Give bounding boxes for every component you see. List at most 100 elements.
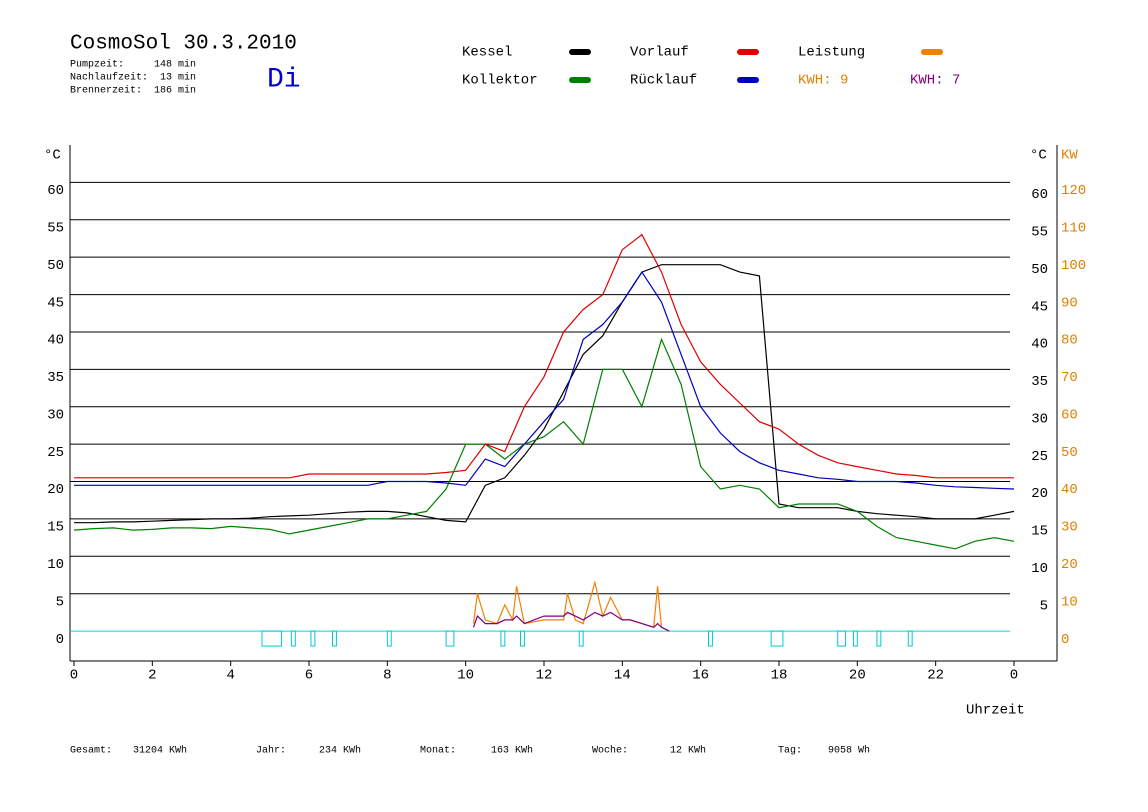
pump-interval (837, 630, 847, 647)
footer-label: Tag: (778, 746, 802, 757)
footer-label: Gesamt: (70, 746, 112, 757)
x-tick-label: 2 (148, 668, 156, 684)
footer-label: Woche: (592, 745, 628, 757)
pump-interval (500, 630, 506, 647)
y-right-tick-label: 15 (1031, 524, 1048, 540)
footer-label: Jahr: (256, 745, 286, 757)
y-right-tick-label: 5 (1040, 598, 1048, 614)
y-right-tick-label: 60 (1031, 187, 1048, 203)
y-tick-label: 5 (56, 594, 64, 610)
y-tick-label: 45 (47, 295, 64, 311)
y-right-tick-label: 20 (1031, 486, 1048, 502)
footer-value: 234 KWh (319, 745, 361, 757)
legend-label: Kollektor (462, 73, 538, 89)
y-right-tick-label: 40 (1031, 337, 1048, 353)
y-tick-label: 25 (47, 445, 64, 461)
y2-tick-label: 60 (1061, 407, 1078, 423)
pump-interval (520, 630, 525, 647)
info-text: Nachlaufzeit: 13 min (70, 72, 196, 84)
series-line (472, 611, 670, 632)
x-axis-label: Uhrzeit (966, 703, 1025, 719)
y2-tick-label: 120 (1061, 183, 1086, 199)
pump-interval (310, 630, 316, 647)
x-tick-label: 0 (70, 668, 78, 684)
pump-interval (261, 630, 283, 647)
y-tick-label: 15 (47, 520, 64, 536)
pump-interval (876, 630, 882, 647)
y2-tick-label: 50 (1061, 445, 1078, 461)
x-tick-label: 20 (849, 668, 866, 684)
y2-tick-label: 0 (1061, 632, 1069, 648)
pump-interval (770, 630, 784, 647)
weekday: Di (267, 64, 301, 95)
y-right-tick-label: 45 (1031, 299, 1048, 315)
x-tick-label: 18 (771, 668, 788, 684)
x-tick-label: 4 (226, 668, 234, 684)
x-tick-label: 22 (927, 668, 944, 684)
footer-value: 31204 KWh (133, 745, 187, 757)
x-tick-label: 10 (457, 668, 474, 684)
series-line (74, 264, 1015, 524)
pump-interval (445, 630, 455, 647)
x-tick-label: 14 (614, 668, 631, 684)
y-tick-label: 35 (47, 370, 64, 386)
pump-interval (332, 630, 337, 647)
pump-interval (852, 630, 858, 647)
info-text: Brennerzeit: 186 min (70, 85, 196, 97)
y2-tick-label: 10 (1061, 594, 1078, 610)
y-tick-label: 60 (47, 183, 64, 199)
y2-tick-label: 80 (1061, 333, 1078, 349)
x-tick-label: 8 (383, 668, 391, 684)
kwh-label: KWH: 7 (910, 73, 960, 89)
series-line (73, 337, 1015, 550)
y-right-tick-label: 10 (1031, 561, 1048, 577)
y2-tick-label: 90 (1061, 295, 1078, 311)
y-tick-label: 30 (47, 407, 64, 423)
series-line (74, 233, 1014, 479)
pump-interval (907, 630, 913, 647)
x-tick-label: 0 (1010, 668, 1018, 684)
y-tick-label: 40 (47, 333, 64, 349)
x-tick-label: 6 (305, 668, 313, 684)
y-tick-label: 20 (47, 482, 64, 498)
y2-tick-label: 100 (1061, 258, 1086, 274)
footer-value: 163 KWh (491, 745, 533, 757)
y-right-tick-label: 25 (1031, 449, 1048, 465)
y2-tick-label: 20 (1061, 557, 1078, 573)
y2-unit: KW (1061, 148, 1078, 164)
series-line (74, 271, 1015, 490)
footer-value: 9058 Wh (828, 745, 870, 757)
info-text: Pumpzeit: 148 min (70, 59, 196, 71)
pump-interval (290, 630, 296, 647)
pump-interval (578, 630, 584, 647)
series-line (472, 580, 670, 632)
y-unit: °C (44, 148, 61, 164)
legend-label: Kessel (462, 45, 512, 61)
footer-value: 12 KWh (670, 745, 706, 757)
y-unit-right: °C (1030, 148, 1047, 164)
pump-interval (708, 630, 713, 647)
y-right-tick-label: 35 (1031, 374, 1048, 390)
y-tick-label: 55 (47, 220, 64, 236)
kwh-label: KWH: 9 (798, 73, 848, 89)
pump-interval (386, 630, 392, 647)
y2-tick-label: 40 (1061, 482, 1078, 498)
y2-tick-label: 30 (1061, 520, 1078, 536)
y-tick-label: 10 (47, 557, 64, 573)
legend-label: Leistung (798, 45, 865, 61)
x-tick-label: 16 (692, 668, 709, 684)
y2-tick-label: 110 (1061, 220, 1086, 236)
y2-tick-label: 70 (1061, 370, 1078, 386)
y-tick-label: 0 (56, 632, 64, 648)
y-right-tick-label: 50 (1031, 262, 1048, 278)
x-tick-label: 12 (536, 668, 553, 684)
legend-label: Vorlauf (630, 45, 689, 61)
y-right-tick-label: 30 (1031, 411, 1048, 427)
legend-label: Rücklauf (630, 73, 697, 89)
y-tick-label: 50 (47, 258, 64, 274)
chart-title: CosmoSol 30.3.2010 (70, 33, 297, 56)
y-right-tick-label: 55 (1031, 224, 1048, 240)
footer-label: Monat: (420, 746, 456, 757)
